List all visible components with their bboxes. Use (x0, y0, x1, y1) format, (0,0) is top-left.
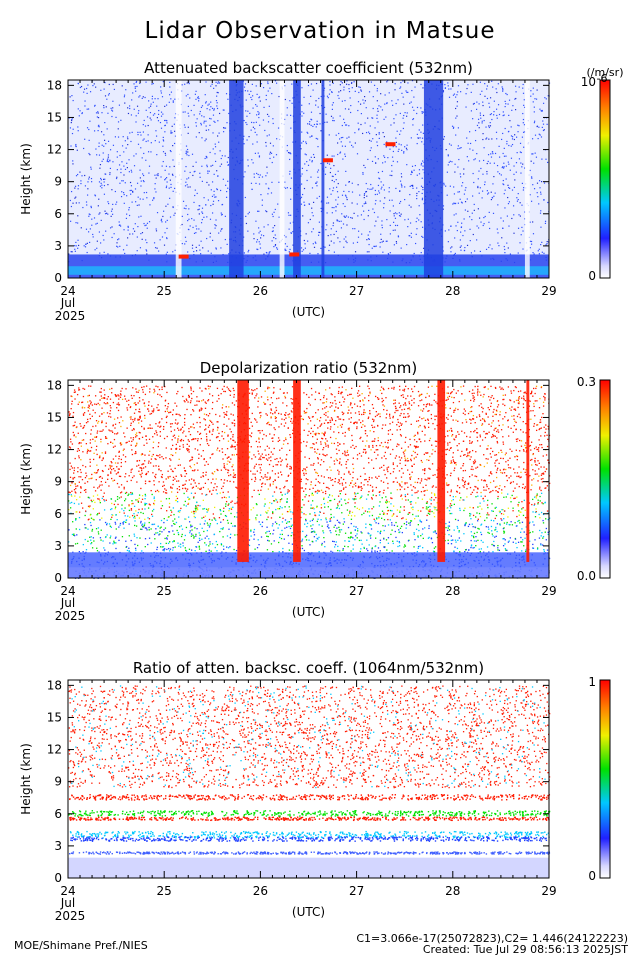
x-tick-label: 25 (157, 284, 172, 298)
x-tick-label: 28 (445, 884, 460, 898)
figure-title: Lidar Observation in Matsue (145, 18, 496, 44)
x-month-label: Jul (60, 896, 75, 910)
x-month-label: Jul (60, 596, 75, 610)
colorbar-exponent: -6 (597, 72, 608, 85)
y-axis-label: Height (km) (19, 443, 33, 514)
y-tick-label: 0 (54, 871, 62, 885)
y-tick-label: 0 (54, 571, 62, 585)
y-tick-label: 18 (47, 378, 62, 392)
y-tick-label: 18 (47, 78, 62, 92)
heatmap-field (68, 380, 551, 580)
panel-1: Attenuated backscatter coefficient (532n… (19, 59, 623, 323)
heatmap-field (68, 680, 551, 878)
colorbar: 10 0 -6(/m/sr) (581, 66, 624, 283)
y-tick-label: 15 (47, 710, 62, 724)
colorbar-max-label: 0.3 (577, 375, 596, 389)
y-tick-label: 6 (54, 507, 62, 521)
x-tick-label: 27 (349, 284, 364, 298)
x-tick-label: 24 (60, 584, 75, 598)
x-tick-label: 24 (60, 884, 75, 898)
x-axis-label: (UTC) (292, 605, 325, 619)
panel-3: Ratio of atten. backsc. coeff. (1064nm/5… (19, 659, 611, 923)
calibration-text: C1=3.066e-17(25072823),C2= 1.446(2412222… (356, 932, 628, 945)
x-year-label: 2025 (55, 309, 86, 323)
y-tick-label: 6 (54, 207, 62, 221)
x-tick-label: 24 (60, 284, 75, 298)
x-tick-label: 29 (541, 884, 556, 898)
y-tick-label: 12 (47, 143, 62, 157)
colorbar: 10 (588, 675, 611, 883)
panel-title: Attenuated backscatter coefficient (532n… (144, 59, 473, 77)
y-tick-label: 6 (54, 807, 62, 821)
y-tick-label: 9 (54, 175, 62, 189)
x-tick-label: 26 (253, 584, 268, 598)
y-tick-label: 12 (47, 443, 62, 457)
x-tick-label: 27 (349, 584, 364, 598)
created-text: Created: Tue Jul 29 08:56:13 2025JST (423, 943, 628, 956)
y-tick-label: 3 (54, 839, 62, 853)
x-year-label: 2025 (55, 609, 86, 623)
x-tick-label: 29 (541, 284, 556, 298)
panel-2: Depolarization ratio (532nm) 0 3 6 9 12 15 18 He… (19, 359, 611, 623)
y-tick-label: 9 (54, 475, 62, 489)
colorbar: 0.3 0.0 (577, 375, 611, 583)
x-axis-label: (UTC) (292, 305, 325, 319)
heatmap-field (68, 80, 551, 278)
y-axis-label: Height (km) (19, 743, 33, 814)
colorbar-max-label: 1 (588, 675, 596, 689)
panel-title: Depolarization ratio (532nm) (200, 359, 418, 377)
x-tick-label: 28 (445, 584, 460, 598)
x-year-label: 2025 (55, 909, 86, 923)
colorbar-min-label: 0 (588, 269, 596, 283)
x-axis-label: (UTC) (292, 905, 325, 919)
y-tick-label: 9 (54, 775, 62, 789)
y-tick-label: 3 (54, 539, 62, 553)
y-axis-label: Height (km) (19, 143, 33, 214)
x-tick-label: 25 (157, 584, 172, 598)
panel-title: Ratio of atten. backsc. coeff. (1064nm/5… (133, 659, 484, 677)
y-tick-label: 3 (54, 239, 62, 253)
colorbar-min-label: 0 (588, 869, 596, 883)
x-tick-label: 25 (157, 884, 172, 898)
x-tick-label: 28 (445, 284, 460, 298)
y-tick-label: 15 (47, 410, 62, 424)
credit-text: MOE/Shimane Pref./NIES (14, 939, 148, 952)
x-tick-label: 26 (253, 884, 268, 898)
x-month-label: Jul (60, 296, 75, 310)
y-tick-label: 15 (47, 110, 62, 124)
y-tick-label: 18 (47, 678, 62, 692)
x-tick-label: 29 (541, 584, 556, 598)
y-tick-label: 12 (47, 743, 62, 757)
panels: Attenuated backscatter coefficient (532n… (19, 59, 623, 923)
x-tick-label: 27 (349, 884, 364, 898)
colorbar-min-label: 0.0 (577, 569, 596, 583)
x-tick-label: 26 (253, 284, 268, 298)
colorbar-max-label: 10 (581, 75, 596, 89)
y-tick-label: 0 (54, 271, 62, 285)
colorbar-unit: (/m/sr) (587, 66, 624, 79)
